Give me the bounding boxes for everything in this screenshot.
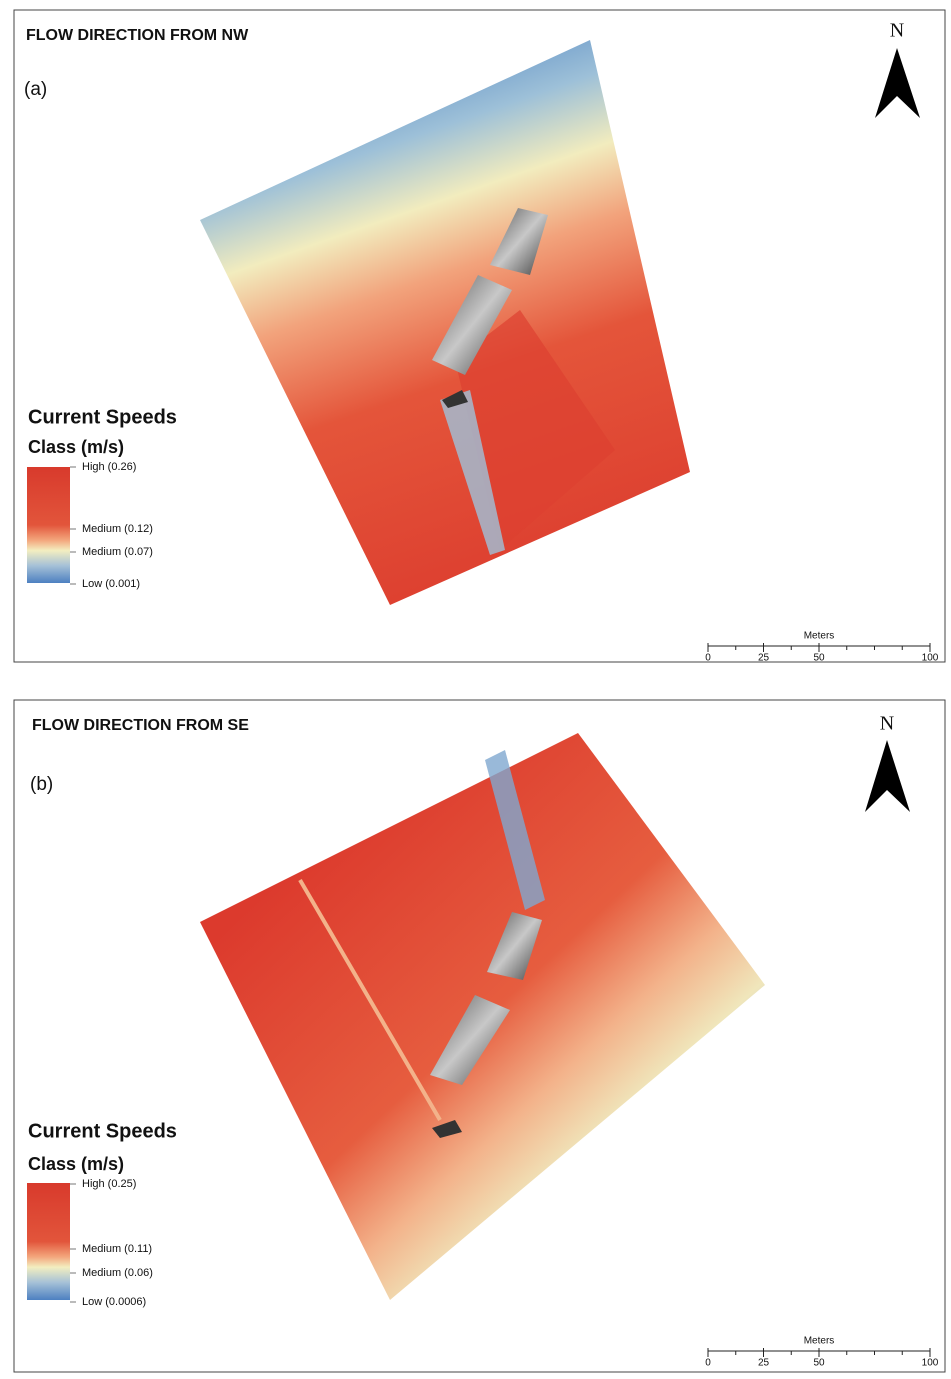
legend-entry: Low (0.0006) <box>82 1296 146 1308</box>
scale-unit: Meters <box>804 1336 835 1347</box>
legend-ramp <box>27 467 70 583</box>
legend-title: Current Speeds <box>28 1120 177 1142</box>
legend-entry: Medium (0.11) <box>82 1243 152 1255</box>
panel-label: (b) <box>30 774 53 795</box>
legend-subtitle: Class (m/s) <box>28 1154 124 1174</box>
scale-tick-label: 25 <box>758 653 770 664</box>
speed-map <box>200 40 690 605</box>
scale-tick-label: 0 <box>705 1358 711 1369</box>
legend-ramp <box>27 1183 70 1300</box>
panel-b: FLOW DIRECTION FROM SE (b) N Current Speeds… <box>14 700 945 1372</box>
scale-tick-label: 100 <box>922 1358 939 1369</box>
scale-tick-label: 50 <box>813 1358 825 1369</box>
panel-a: FLOW DIRECTION FROM NW (a) N Current Speeds… <box>14 10 945 664</box>
legend-subtitle: Class (m/s) <box>28 437 124 457</box>
panel-title: FLOW DIRECTION FROM NW <box>26 27 249 44</box>
north-label: N <box>880 713 894 735</box>
legend-entry: Medium (0.07) <box>82 546 153 558</box>
legend-entry: High (0.25) <box>82 1178 136 1190</box>
north-arrow <box>865 740 910 812</box>
scale-tick-label: 50 <box>813 653 825 664</box>
north-arrow <box>875 48 920 118</box>
legend-entry: High (0.26) <box>82 461 136 473</box>
scale-tick-label: 100 <box>922 653 939 664</box>
legend-entry: Low (0.001) <box>82 578 140 590</box>
scale-tick-label: 25 <box>758 1358 770 1369</box>
panel-label: (a) <box>24 79 47 100</box>
scale-unit: Meters <box>804 631 835 642</box>
figure: FLOW DIRECTION FROM NW (a) N Current Speeds… <box>0 0 951 1374</box>
legend-entry: Medium (0.06) <box>82 1267 153 1279</box>
legend-entry: Medium (0.12) <box>82 523 153 535</box>
legend-title: Current Speeds <box>28 406 177 428</box>
panel-title: FLOW DIRECTION FROM SE <box>32 717 249 734</box>
north-label: N <box>890 20 904 42</box>
scale-tick-label: 0 <box>705 653 711 664</box>
